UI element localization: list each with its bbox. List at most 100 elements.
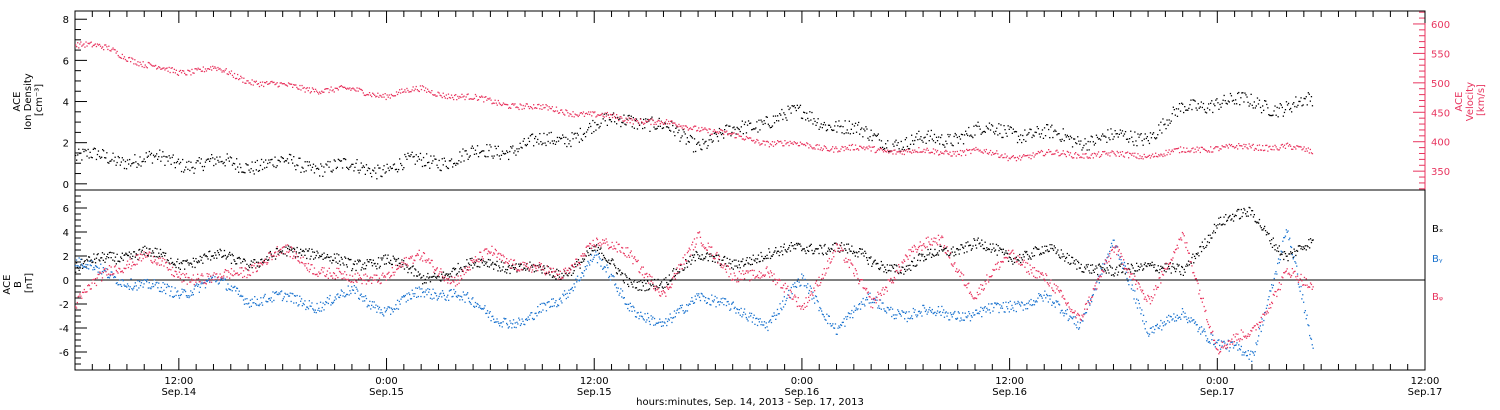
ion-density-series-point: [932, 140, 935, 142]
ion-density-series-point: [655, 128, 657, 130]
velocity-series-point: [205, 70, 208, 72]
ion-density-series-point: [330, 170, 332, 172]
by-series-point: [447, 294, 449, 296]
bx-series-point: [859, 248, 861, 250]
by-series-point: [524, 323, 526, 326]
velocity-series-point: [1107, 154, 1109, 156]
velocity-series-point: [973, 148, 975, 150]
bx-series-point: [956, 248, 958, 250]
by-series-point: [771, 315, 773, 317]
by-series-point: [255, 303, 257, 305]
velocity-series-point: [706, 129, 708, 131]
by-series-point: [413, 295, 415, 297]
ion-density-series-point: [691, 137, 694, 139]
ion-density-series-point: [634, 120, 636, 122]
velocity-series-point: [463, 95, 465, 97]
ion-density-series-point: [1225, 102, 1227, 104]
by-series-point: [423, 296, 426, 298]
velocity-series-point: [299, 84, 301, 87]
bx-series-point: [834, 242, 837, 244]
bx-series-point: [197, 260, 200, 262]
ion-density-series-point: [487, 156, 489, 158]
ion-density-series-point: [1087, 140, 1089, 143]
bx-series-point: [321, 253, 323, 256]
bx-series-point: [1101, 269, 1103, 271]
bx-series-point: [1077, 260, 1079, 262]
velocity-series-point: [684, 125, 686, 127]
by-series-point: [465, 294, 467, 296]
ion-density-series-point: [544, 142, 546, 144]
bx-series-point: [891, 264, 893, 266]
density-tick-label: 6: [63, 56, 69, 67]
velocity-series-point: [660, 120, 662, 123]
ion-density-series-point: [1304, 98, 1306, 100]
bx-series-point: [174, 264, 176, 266]
velocity-series-point: [321, 90, 323, 92]
by-series-point: [351, 286, 353, 288]
bx-series-point: [650, 285, 652, 287]
ion-density-series-point: [273, 165, 275, 168]
ion-density-series-point: [212, 157, 214, 159]
bx-series-point: [847, 243, 850, 245]
by-series-point: [548, 301, 550, 303]
ion-density-series-point: [567, 138, 569, 140]
bx-series-point: [101, 257, 103, 259]
velocity-series-point: [779, 141, 781, 143]
velocity-series-point: [825, 147, 828, 149]
bx-series-point: [824, 243, 826, 246]
velocity-series-point: [686, 126, 688, 129]
bx-series-point: [567, 275, 569, 277]
ion-density-series-point: [441, 158, 443, 160]
velocity-series-point: [1106, 152, 1108, 154]
velocity-series-point: [729, 133, 731, 135]
velocity-series-point: [1307, 147, 1309, 149]
bx-series-point: [137, 258, 139, 261]
ion-density-series-point: [238, 171, 240, 173]
ion-density-series-point: [1029, 128, 1031, 130]
by-series-point: [322, 302, 324, 304]
velocity-series-point: [1311, 153, 1314, 155]
bx-series-point: [162, 251, 164, 254]
bx-series-point: [736, 265, 738, 267]
velocity-series-point: [1170, 150, 1172, 153]
by-series-point: [538, 311, 541, 313]
bx-series-point: [737, 267, 739, 269]
bx-series-point: [1186, 263, 1188, 265]
bx-series-point: [849, 250, 851, 252]
bx-series-point: [1227, 217, 1229, 219]
bx-series-point: [1047, 250, 1049, 253]
ion-density-series-point: [1033, 135, 1035, 137]
velocity-series-point: [238, 78, 240, 81]
ion-density-series-point: [1081, 149, 1083, 151]
by-series-point: [560, 300, 562, 302]
velocity-series-point: [1095, 155, 1098, 157]
bx-series-point: [913, 257, 915, 259]
ion-density-series-point: [386, 163, 388, 165]
by-series-point: [396, 307, 398, 310]
ion-density-series-point: [889, 151, 891, 153]
velocity-series-point: [184, 72, 186, 74]
ion-density-series-point: [104, 157, 106, 159]
velocity-series-point: [512, 103, 514, 105]
velocity-series-point: [1309, 148, 1311, 151]
ion-density-series-point: [378, 167, 380, 169]
by-series-point: [706, 302, 708, 304]
by-series-point: [448, 299, 450, 301]
velocity-series-point: [1038, 152, 1040, 154]
velocity-series-point: [1291, 148, 1293, 150]
by-series-point: [744, 313, 747, 315]
velocity-series-point: [1219, 148, 1221, 150]
by-series-point: [832, 323, 834, 325]
by-series-point: [669, 313, 671, 315]
velocity-series-point: [603, 116, 605, 118]
velocity-axis-label: ACE Velocity [km/s]: [1454, 79, 1487, 121]
velocity-series-point: [834, 147, 836, 150]
by-series-point: [760, 324, 762, 326]
velocity-series-point: [284, 84, 287, 86]
by-series-point: [169, 295, 171, 297]
by-series-point: [833, 327, 835, 329]
velocity-series-point: [886, 151, 888, 153]
velocity-series-point: [1088, 156, 1090, 159]
ion-density-series-point: [428, 161, 430, 163]
bx-series-point: [166, 259, 168, 261]
